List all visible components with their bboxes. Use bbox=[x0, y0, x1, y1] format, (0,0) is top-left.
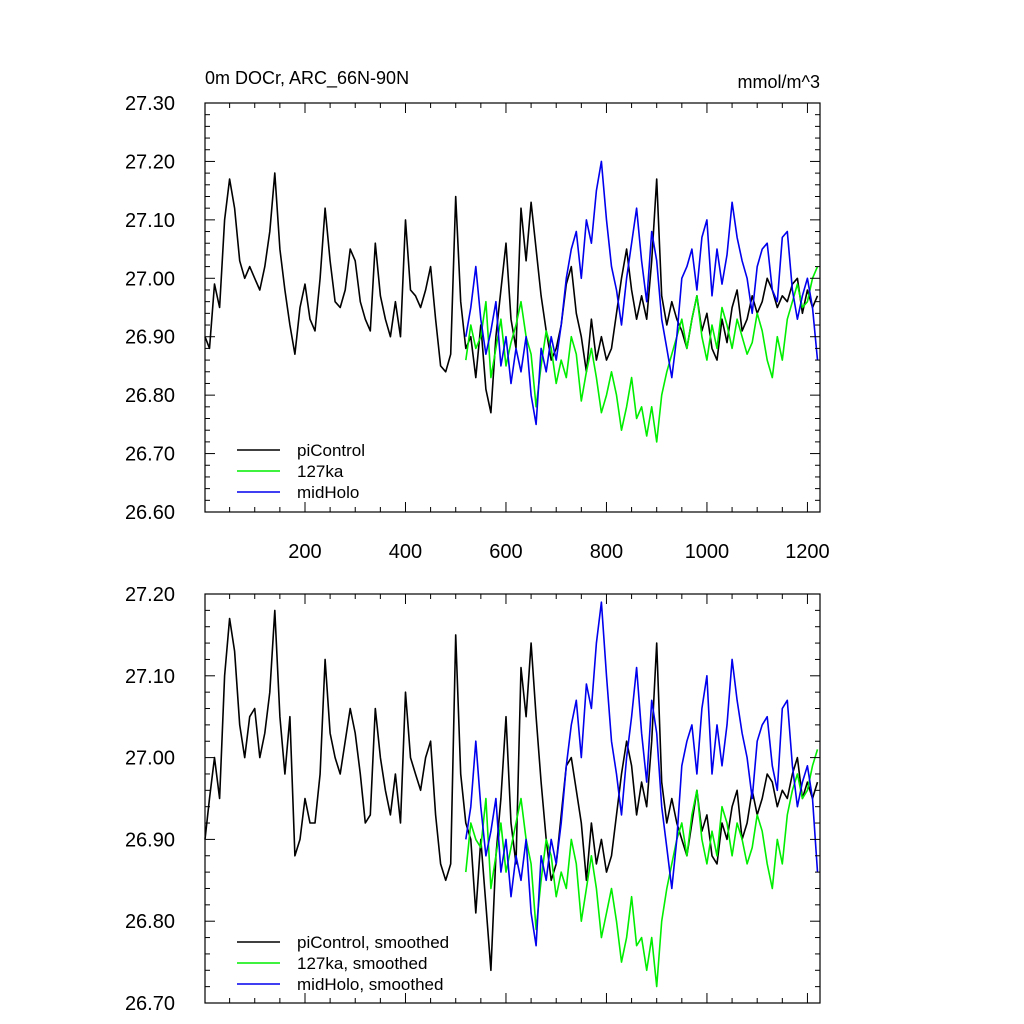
plot-frame bbox=[204, 593, 821, 1004]
series-line-0-2 bbox=[465, 160, 819, 426]
x-tick-label: 1000 bbox=[685, 541, 730, 563]
series-line-0-1 bbox=[465, 266, 819, 443]
legend-label: 127ka bbox=[297, 462, 344, 481]
x-tick-label: 400 bbox=[389, 541, 422, 563]
plot-frame bbox=[204, 102, 821, 513]
y-tick-label: 27.30 bbox=[125, 93, 175, 115]
y-tick-label: 27.00 bbox=[125, 268, 175, 290]
series-line-0-0 bbox=[204, 172, 819, 414]
units-label: mmol/m^3 bbox=[738, 72, 820, 92]
series-line-1-0 bbox=[204, 609, 819, 972]
x-tick-label: 200 bbox=[288, 541, 321, 563]
legend-label: piControl bbox=[297, 441, 365, 460]
y-tick-label: 26.60 bbox=[125, 502, 175, 524]
chart-title: 0m DOCr, ARC_66N-90N bbox=[205, 68, 409, 89]
legend-label: piControl, smoothed bbox=[297, 933, 449, 952]
y-tick-label: 26.90 bbox=[125, 829, 175, 851]
x-tick-label: 1200 bbox=[785, 541, 830, 563]
top-panel: 26.60 26.70 26.80 26.90 27.00 27.10 27.20 27.30… bbox=[125, 93, 830, 563]
legend-label: midHolo, smoothed bbox=[297, 975, 443, 994]
legend-label: 127ka, smoothed bbox=[297, 954, 427, 973]
y-tick-label: 26.80 bbox=[125, 385, 175, 407]
series-line-1-2 bbox=[465, 601, 819, 947]
legend-label: midHolo bbox=[297, 483, 359, 502]
y-tick-label: 26.70 bbox=[125, 444, 175, 466]
y-tick-label: 26.90 bbox=[125, 327, 175, 349]
y-tick-label: 27.20 bbox=[125, 151, 175, 173]
y-tick-label: 27.10 bbox=[125, 210, 175, 232]
x-tick-label: 800 bbox=[590, 541, 623, 563]
y-tick-label: 27.00 bbox=[125, 748, 175, 770]
y-tick-label: 26.70 bbox=[125, 993, 175, 1015]
bottom-panel: 26.70 26.80 26.90 27.00 27.10 27.20 piControl,… bbox=[125, 584, 821, 1015]
y-tick-label: 27.20 bbox=[125, 584, 175, 606]
y-tick-label: 26.80 bbox=[125, 911, 175, 933]
y-tick-label: 27.10 bbox=[125, 666, 175, 688]
x-tick-label: 600 bbox=[489, 541, 522, 563]
series-line-1-1 bbox=[465, 749, 819, 988]
